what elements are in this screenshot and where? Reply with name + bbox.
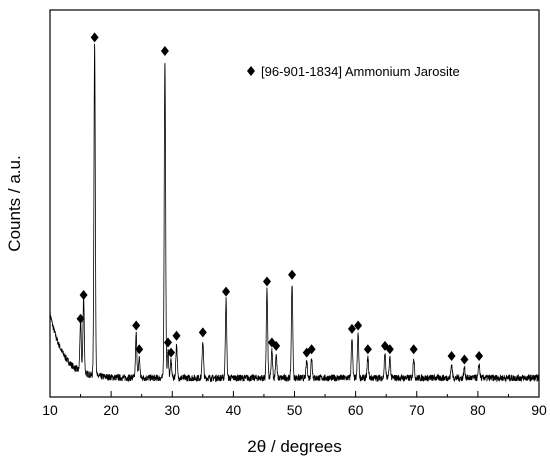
peak-marker bbox=[222, 286, 231, 297]
plot-frame bbox=[49, 9, 540, 398]
y-axis-label: Counts / a.u. bbox=[5, 155, 24, 251]
peak-marker bbox=[132, 320, 141, 331]
peak-marker bbox=[347, 323, 356, 334]
marker-layer bbox=[76, 32, 484, 365]
series-layer bbox=[49, 43, 540, 383]
peak-marker bbox=[460, 354, 469, 365]
xrd-pattern-line bbox=[49, 43, 540, 383]
peak-marker bbox=[172, 330, 181, 341]
peak-marker bbox=[363, 344, 372, 355]
peak-marker bbox=[447, 351, 456, 362]
peak-marker bbox=[307, 344, 316, 355]
x-tick-label: 50 bbox=[287, 402, 303, 418]
tick-layer: 10 20 30 40 50 60 70 80 90 bbox=[42, 391, 547, 418]
legend-diamond-marker bbox=[247, 66, 255, 76]
x-tick-label: 40 bbox=[226, 402, 242, 418]
x-axis-label: 2θ / degrees bbox=[247, 437, 342, 456]
peak-marker bbox=[475, 351, 484, 362]
legend-label: [96-901-1834] Ammonium Jarosite bbox=[261, 64, 460, 79]
x-tick-label: 10 bbox=[42, 402, 58, 418]
peak-marker bbox=[409, 344, 418, 355]
peak-marker bbox=[354, 320, 363, 331]
peak-marker bbox=[135, 344, 144, 355]
peak-marker bbox=[79, 290, 88, 301]
x-tick-label: 90 bbox=[531, 402, 547, 418]
peak-marker bbox=[385, 344, 394, 355]
x-tick-label: 30 bbox=[164, 402, 180, 418]
peak-marker bbox=[167, 347, 176, 358]
peak-marker bbox=[288, 269, 297, 280]
x-tick-label: 70 bbox=[409, 402, 425, 418]
peak-marker bbox=[163, 337, 172, 348]
legend: [96-901-1834] Ammonium Jarosite bbox=[247, 64, 460, 79]
peak-marker bbox=[198, 327, 207, 338]
peak-marker bbox=[160, 45, 169, 56]
peak-marker bbox=[90, 32, 99, 43]
x-tick-label: 80 bbox=[470, 402, 486, 418]
peak-marker bbox=[262, 276, 271, 287]
peak-marker bbox=[76, 313, 85, 324]
peak-marker bbox=[272, 340, 281, 351]
x-tick-label: 20 bbox=[103, 402, 119, 418]
x-tick-label: 60 bbox=[348, 402, 364, 418]
